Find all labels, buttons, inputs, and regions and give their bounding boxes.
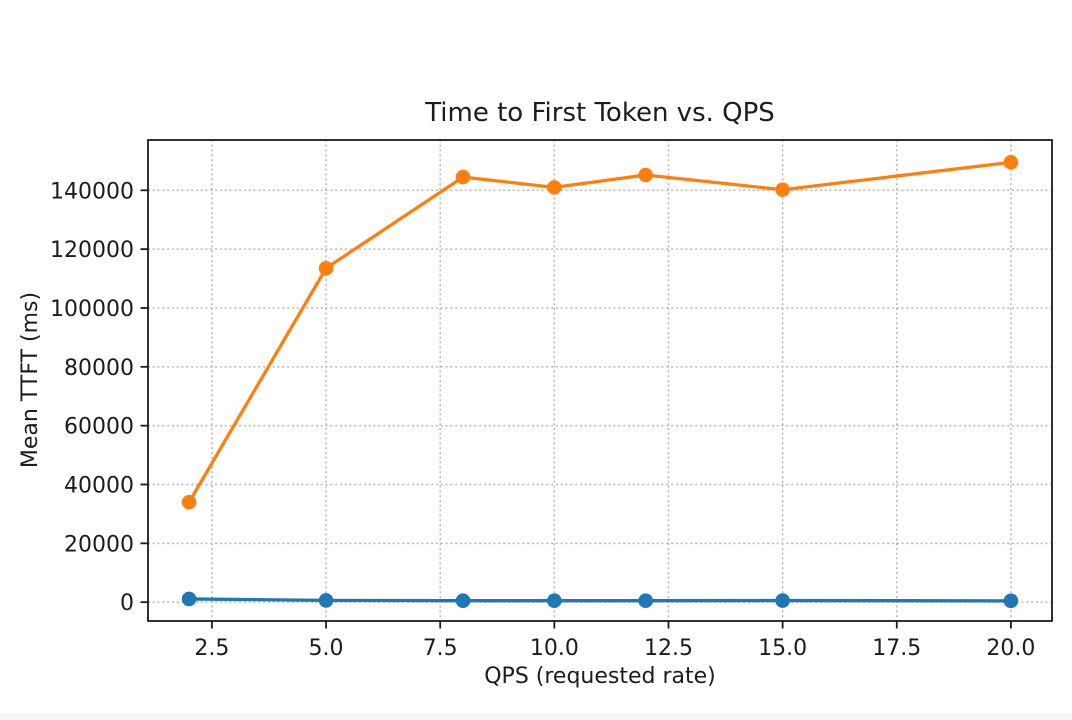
orange-series-line xyxy=(187,160,1013,504)
y-tick-label: 20000 xyxy=(64,532,134,557)
x-tick-label: 12.5 xyxy=(644,636,693,661)
y-tick-label: 100000 xyxy=(50,297,134,322)
blue-series xyxy=(181,591,1019,609)
orange-series xyxy=(181,155,1019,510)
blue-series-point xyxy=(1003,593,1019,609)
blue-series-point xyxy=(638,593,653,609)
blue-series-point xyxy=(181,591,197,607)
orange-series-point xyxy=(318,260,334,276)
y-tick-label: 120000 xyxy=(50,238,134,263)
x-tick-label: 2.5 xyxy=(194,636,229,661)
y-tick-label: 80000 xyxy=(64,356,134,381)
bottom-window-edge xyxy=(0,713,1072,720)
blue-series-point xyxy=(547,593,562,609)
chart-title: Time to First Token vs. QPS xyxy=(425,98,775,128)
x-tick-label: 5.0 xyxy=(309,636,344,661)
axes-box xyxy=(147,139,1053,622)
gridlines xyxy=(148,140,1052,621)
blue-series-point xyxy=(318,593,334,608)
x-tick-label: 15.0 xyxy=(758,636,807,661)
x-tick-label: 20.0 xyxy=(986,636,1035,661)
orange-series-point xyxy=(1003,155,1019,170)
x-tick-label: 17.5 xyxy=(872,636,921,661)
blue-series-point xyxy=(455,593,471,609)
orange-series-point xyxy=(547,180,562,195)
y-tick-label: 60000 xyxy=(64,415,134,440)
orange-series-point xyxy=(638,167,653,183)
y-tick-label: 40000 xyxy=(64,473,134,498)
orange-series-point xyxy=(181,494,197,510)
axis-ticks: 2.5 5.0 7.5 10.0 12.5 15.0 17.5 20.0 0 20000 40000… xyxy=(50,179,1035,661)
y-tick-label: 0 xyxy=(120,591,134,616)
x-axis-label: QPS (requested rate) xyxy=(484,664,716,689)
blue-series-point xyxy=(775,593,790,608)
x-tick-label: 7.5 xyxy=(423,636,458,661)
y-axis-label: Mean TTFT (ms) xyxy=(18,291,43,469)
x-tick-label: 10.0 xyxy=(530,636,579,661)
blue-series-line xyxy=(187,597,1013,603)
orange-series-point xyxy=(455,169,471,185)
y-tick-label: 140000 xyxy=(50,179,134,204)
orange-series-point xyxy=(775,182,790,198)
